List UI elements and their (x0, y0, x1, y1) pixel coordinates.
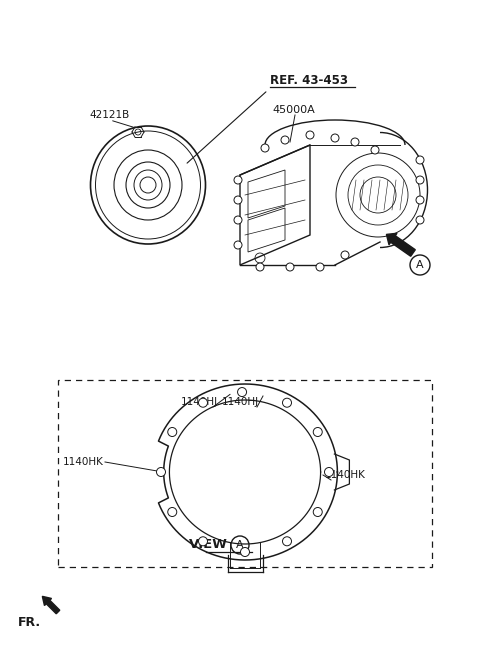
Text: 45000A: 45000A (272, 105, 315, 115)
Circle shape (234, 176, 242, 184)
Circle shape (371, 146, 379, 154)
Circle shape (283, 398, 291, 407)
Circle shape (234, 216, 242, 224)
Circle shape (341, 251, 349, 259)
Circle shape (331, 134, 339, 142)
Circle shape (168, 508, 177, 517)
Circle shape (156, 468, 166, 476)
Circle shape (416, 176, 424, 184)
Text: 1140HK: 1140HK (63, 457, 104, 467)
Text: A: A (416, 260, 424, 270)
Text: FR.: FR. (18, 616, 41, 629)
Text: A: A (236, 540, 244, 550)
Circle shape (324, 468, 334, 476)
Circle shape (234, 241, 242, 249)
Circle shape (199, 398, 207, 407)
Circle shape (256, 263, 264, 271)
Circle shape (281, 136, 289, 144)
Text: 1140HJ: 1140HJ (222, 397, 259, 407)
FancyArrow shape (386, 233, 415, 256)
Text: VIEW: VIEW (189, 538, 228, 552)
Circle shape (286, 263, 294, 271)
Circle shape (306, 131, 314, 139)
Circle shape (140, 177, 156, 193)
Circle shape (416, 216, 424, 224)
Circle shape (234, 196, 242, 204)
Circle shape (313, 428, 322, 436)
Circle shape (416, 196, 424, 204)
Bar (58, 380, 432, 567)
Text: 1140HJ: 1140HJ (181, 397, 218, 407)
Text: 1140HK: 1140HK (325, 470, 366, 480)
Circle shape (416, 156, 424, 164)
FancyArrow shape (42, 596, 60, 614)
Circle shape (199, 537, 207, 546)
Circle shape (261, 144, 269, 152)
Text: 42121B: 42121B (90, 110, 130, 120)
Circle shape (351, 138, 359, 146)
Text: REF. 43-453: REF. 43-453 (270, 75, 348, 88)
Circle shape (316, 263, 324, 271)
Circle shape (240, 548, 250, 557)
Circle shape (283, 537, 291, 546)
Circle shape (313, 508, 322, 517)
Circle shape (168, 428, 177, 436)
Circle shape (238, 388, 247, 396)
